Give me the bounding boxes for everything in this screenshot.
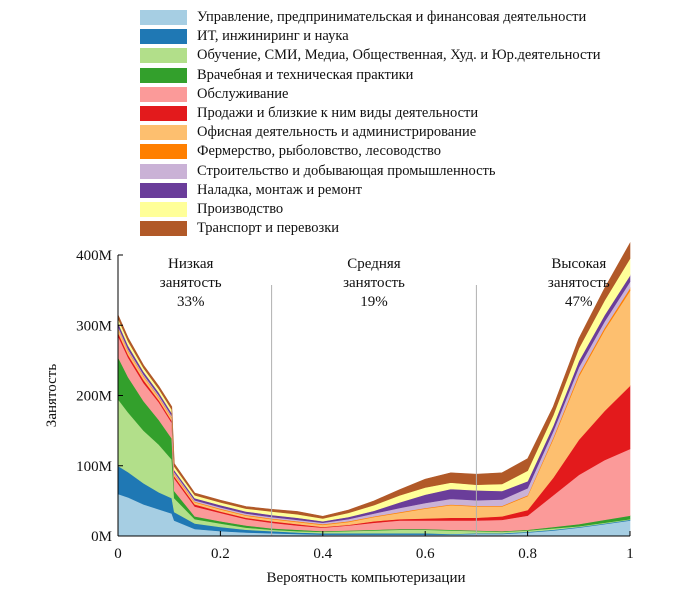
legend-label: Фермерство, рыболовство, лесоводство xyxy=(197,143,441,160)
legend-label: Врачебная и техническая практики xyxy=(197,66,414,83)
legend-label: Транспорт и перевозки xyxy=(197,220,340,237)
x-tick-label: 0.6 xyxy=(416,546,435,562)
legend-item: Офисная деятельность и администрирование xyxy=(140,123,601,142)
y-tick-label: 400M xyxy=(76,248,112,264)
legend-item: Управление, предпринимательская и финанс… xyxy=(140,8,601,27)
legend-swatch xyxy=(140,10,187,26)
legend-label: Офисная деятельность и администрирование xyxy=(197,124,477,141)
y-tick-label: 0M xyxy=(91,529,112,545)
y-axis-title: Занятость xyxy=(44,364,60,428)
x-tick-label: 1 xyxy=(626,546,634,562)
legend-swatch xyxy=(140,48,187,64)
x-tick-label: 0.2 xyxy=(211,546,230,562)
zone-share: 33% xyxy=(177,294,205,310)
x-tick-label: 0.8 xyxy=(518,546,537,562)
zone-label-line1: Низкая xyxy=(168,256,214,272)
legend-label: Строительство и добывающая промышленност… xyxy=(197,162,496,179)
y-tick-label: 300M xyxy=(76,318,112,334)
legend-swatch xyxy=(140,86,187,102)
legend-label: Продажи и близкие к ним виды деятельност… xyxy=(197,105,479,122)
legend-item: Продажи и близкие к ним виды деятельност… xyxy=(140,104,601,123)
y-tick-label: 100M xyxy=(76,459,112,475)
legend-label: Наладка, монтаж и ремонт xyxy=(197,181,362,198)
legend-label: Управление, предпринимательская и финанс… xyxy=(197,9,587,26)
legend-item: Строительство и добывающая промышленност… xyxy=(140,162,601,181)
zone-label-line2: занятость xyxy=(548,275,610,291)
legend-item: Фермерство, рыболовство, лесоводство xyxy=(140,142,601,161)
zone-share: 19% xyxy=(360,294,388,310)
zone-label-line2: занятость xyxy=(343,275,405,291)
legend-swatch xyxy=(140,163,187,179)
x-tick-label: 0.4 xyxy=(313,546,332,562)
x-tick-label: 0 xyxy=(114,546,122,562)
legend-item: Обучение, СМИ, Медиа, Общественная, Худ.… xyxy=(140,46,601,65)
legend-item: Врачебная и техническая практики xyxy=(140,66,601,85)
legend-item: Транспорт и перевозки xyxy=(140,219,601,238)
legend-label: Обучение, СМИ, Медиа, Общественная, Худ.… xyxy=(197,47,601,64)
legend-swatch xyxy=(140,125,187,141)
legend-label: Обслуживание xyxy=(197,85,289,102)
y-tick-label: 200M xyxy=(76,389,112,405)
x-axis-title: Вероятность компьютеризации xyxy=(266,570,465,586)
legend-swatch xyxy=(140,201,187,217)
zone-label-line1: Средняя xyxy=(347,256,401,272)
legend: Управление, предпринимательская и финанс… xyxy=(140,8,601,238)
zone-share: 47% xyxy=(565,294,593,310)
legend-item: ИТ, инжиниринг и наука xyxy=(140,27,601,46)
legend-swatch xyxy=(140,106,187,122)
legend-label: ИТ, инжиниринг и наука xyxy=(197,28,349,45)
zone-label-line1: Высокая xyxy=(551,256,606,272)
legend-label: Производство xyxy=(197,200,284,217)
legend-swatch xyxy=(140,221,187,237)
legend-swatch xyxy=(140,67,187,83)
zone-label-line2: занятость xyxy=(160,275,222,291)
legend-swatch xyxy=(140,144,187,160)
legend-item: Наладка, монтаж и ремонт xyxy=(140,181,601,200)
legend-item: Обслуживание xyxy=(140,85,601,104)
legend-item: Производство xyxy=(140,200,601,219)
area-series-12 xyxy=(117,241,631,519)
legend-swatch xyxy=(140,29,187,45)
legend-swatch xyxy=(140,182,187,198)
